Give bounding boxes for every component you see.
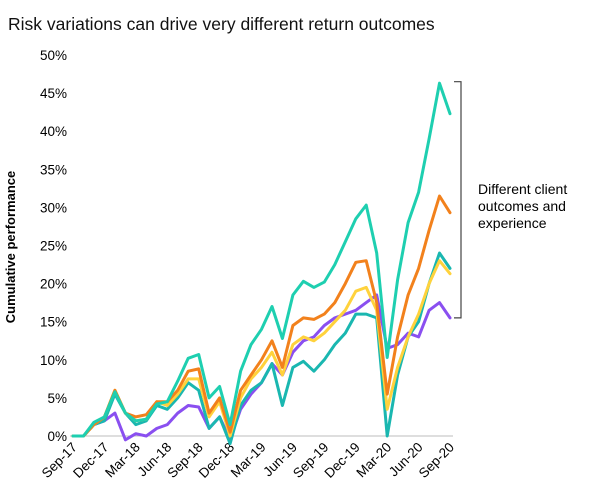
y-tick-label: 5% <box>47 391 67 406</box>
x-axis-ticks: Sep-17Dec-17Mar-18Jun-18Sep-18Dec-18Mar-… <box>39 440 457 481</box>
x-tick-label: Mar-18 <box>102 440 143 481</box>
y-tick-label: 10% <box>40 353 67 368</box>
y-tick-label: 25% <box>40 239 67 254</box>
annotation-text: Different client outcomes and experience <box>478 181 593 232</box>
annotation-line-2: outcomes and <box>478 198 566 214</box>
y-axis-ticks: 0% 5% 10% 15% 20% 25% 30% 35% 40% 45% 50% <box>40 48 67 444</box>
x-tick-label: Mar-20 <box>353 440 394 481</box>
y-axis-label: Cumulative performance <box>3 171 18 323</box>
series-line-4 <box>71 194 452 438</box>
series-line-5 <box>71 81 452 438</box>
series-lines <box>71 81 452 446</box>
chart-title: Risk variations can drive very different… <box>8 14 435 34</box>
annotation-bracket <box>454 81 462 319</box>
x-tick-label: Mar-19 <box>228 440 269 481</box>
x-tick-label: Dec-19 <box>321 440 362 481</box>
y-tick-label: 20% <box>40 277 67 292</box>
y-tick-label: 45% <box>40 86 67 101</box>
annotation-line-3: experience <box>478 215 547 231</box>
y-tick-label: 30% <box>40 200 67 215</box>
series-line-2 <box>71 251 452 446</box>
y-tick-label: 0% <box>47 429 67 444</box>
y-tick-label: 15% <box>40 315 67 330</box>
x-tick-label: Dec-18 <box>196 440 237 481</box>
x-tick-label: Sep-20 <box>416 440 457 481</box>
y-tick-label: 40% <box>40 124 67 139</box>
x-tick-label: Dec-17 <box>70 440 111 481</box>
y-tick-label: 50% <box>40 48 67 63</box>
annotation-line-1: Different client <box>478 181 568 197</box>
series-line-3 <box>71 259 452 438</box>
y-tick-label: 35% <box>40 162 67 177</box>
